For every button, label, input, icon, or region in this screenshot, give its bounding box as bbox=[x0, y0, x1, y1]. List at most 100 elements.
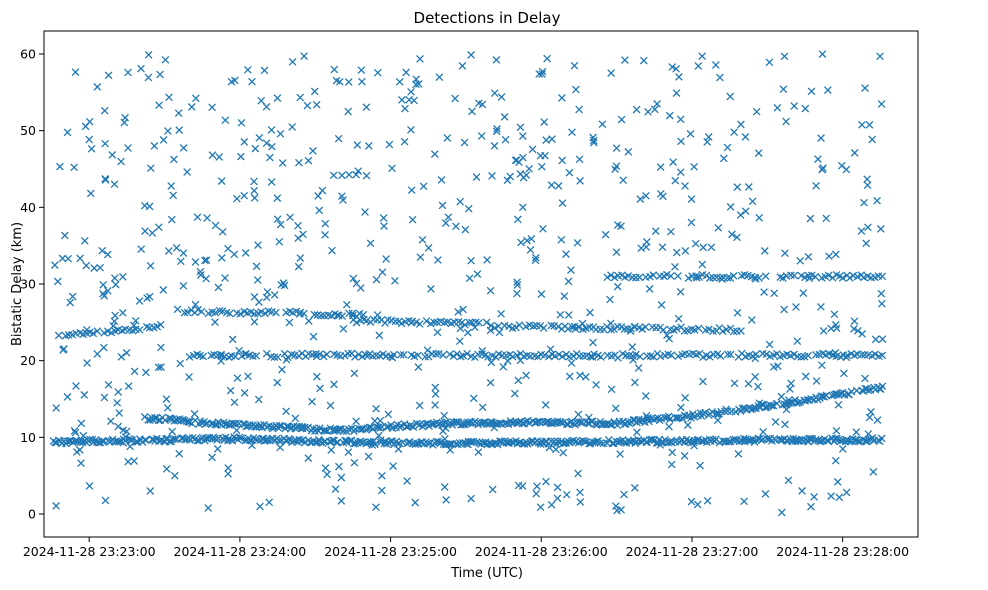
detection-point bbox=[536, 321, 545, 330]
detection-point bbox=[528, 145, 537, 154]
detection-point bbox=[850, 325, 858, 333]
detection-point bbox=[388, 353, 397, 362]
detection-point bbox=[89, 329, 98, 338]
detection-point bbox=[671, 262, 679, 271]
detection-point bbox=[823, 86, 832, 94]
detection-point bbox=[812, 181, 820, 190]
detection-point bbox=[99, 280, 108, 289]
detection-point bbox=[692, 273, 701, 282]
detection-point bbox=[250, 293, 259, 301]
detection-point bbox=[567, 359, 576, 367]
detection-point bbox=[621, 56, 629, 64]
detection-point bbox=[617, 222, 625, 231]
detection-point bbox=[240, 138, 249, 146]
detection-point bbox=[503, 176, 512, 185]
detection-point bbox=[275, 421, 284, 430]
detection-point bbox=[671, 413, 680, 422]
detection-point bbox=[863, 181, 872, 190]
detection-point bbox=[501, 135, 510, 144]
detection-point bbox=[634, 364, 643, 372]
detection-point bbox=[752, 107, 761, 116]
detection-point bbox=[510, 389, 519, 398]
detection-point bbox=[465, 274, 474, 283]
detection-point bbox=[531, 253, 540, 262]
detection-point bbox=[690, 162, 698, 171]
detection-point bbox=[250, 177, 258, 186]
detection-point bbox=[154, 416, 163, 425]
detection-point bbox=[415, 320, 424, 328]
detection-point bbox=[542, 136, 551, 144]
detection-point bbox=[693, 500, 702, 509]
detection-point bbox=[559, 448, 568, 457]
detection-point bbox=[564, 311, 573, 319]
detection-point bbox=[871, 350, 879, 359]
detection-point bbox=[170, 435, 179, 443]
detection-point bbox=[576, 177, 584, 185]
detection-point bbox=[703, 138, 712, 146]
detection-point bbox=[350, 458, 359, 467]
detection-point bbox=[328, 436, 337, 445]
detection-point bbox=[617, 115, 626, 124]
detection-point bbox=[286, 213, 294, 222]
detection-point bbox=[760, 247, 769, 255]
detection-point bbox=[440, 483, 449, 491]
detection-point bbox=[416, 55, 424, 63]
detection-point bbox=[217, 254, 226, 262]
detection-point bbox=[663, 331, 671, 339]
detection-point bbox=[135, 325, 144, 334]
detection-point bbox=[837, 161, 846, 170]
detection-point bbox=[98, 246, 107, 255]
detection-point bbox=[467, 494, 475, 503]
detection-point bbox=[790, 102, 799, 110]
detection-point bbox=[777, 508, 786, 517]
detection-point bbox=[781, 249, 789, 258]
detection-point bbox=[338, 312, 347, 320]
detection-point bbox=[260, 66, 269, 75]
detection-point bbox=[513, 278, 521, 287]
y-tick-label: 50 bbox=[20, 123, 36, 138]
detection-point bbox=[303, 101, 312, 110]
detection-point bbox=[762, 403, 771, 412]
detection-point bbox=[483, 420, 491, 428]
detection-point bbox=[612, 144, 621, 153]
detection-point bbox=[180, 308, 189, 317]
detection-point bbox=[713, 416, 722, 425]
detection-point bbox=[492, 56, 501, 64]
detection-point bbox=[330, 380, 338, 389]
detection-point bbox=[241, 350, 250, 359]
detection-point bbox=[819, 164, 827, 172]
detection-point bbox=[458, 62, 467, 70]
detection-point bbox=[681, 182, 689, 190]
detection-point bbox=[309, 332, 318, 341]
detection-point bbox=[408, 215, 417, 224]
detection-point bbox=[578, 319, 587, 328]
detection-point bbox=[865, 120, 874, 129]
detection-point bbox=[191, 258, 200, 266]
detection-point bbox=[552, 445, 560, 454]
detection-point bbox=[565, 168, 574, 177]
detection-point bbox=[276, 443, 284, 452]
detection-point bbox=[619, 176, 628, 185]
detection-point bbox=[806, 214, 815, 223]
detection-point bbox=[221, 116, 230, 125]
detection-point bbox=[430, 318, 438, 327]
detection-point bbox=[362, 171, 371, 180]
detection-point bbox=[705, 325, 713, 334]
detection-point bbox=[494, 322, 503, 331]
detection-point bbox=[422, 317, 431, 325]
detection-point bbox=[272, 308, 280, 317]
detection-point bbox=[607, 325, 615, 334]
detection-point bbox=[461, 225, 470, 234]
detection-point bbox=[273, 194, 282, 202]
detection-point bbox=[773, 399, 781, 408]
detection-point bbox=[403, 477, 411, 485]
detection-point bbox=[499, 362, 508, 371]
detection-point bbox=[762, 350, 771, 359]
detection-point bbox=[798, 487, 806, 495]
detection-point bbox=[252, 262, 261, 271]
detection-point bbox=[565, 372, 574, 381]
detection-point bbox=[739, 434, 748, 443]
detection-point bbox=[612, 162, 621, 171]
detection-point bbox=[50, 261, 59, 269]
detection-point bbox=[257, 96, 266, 105]
